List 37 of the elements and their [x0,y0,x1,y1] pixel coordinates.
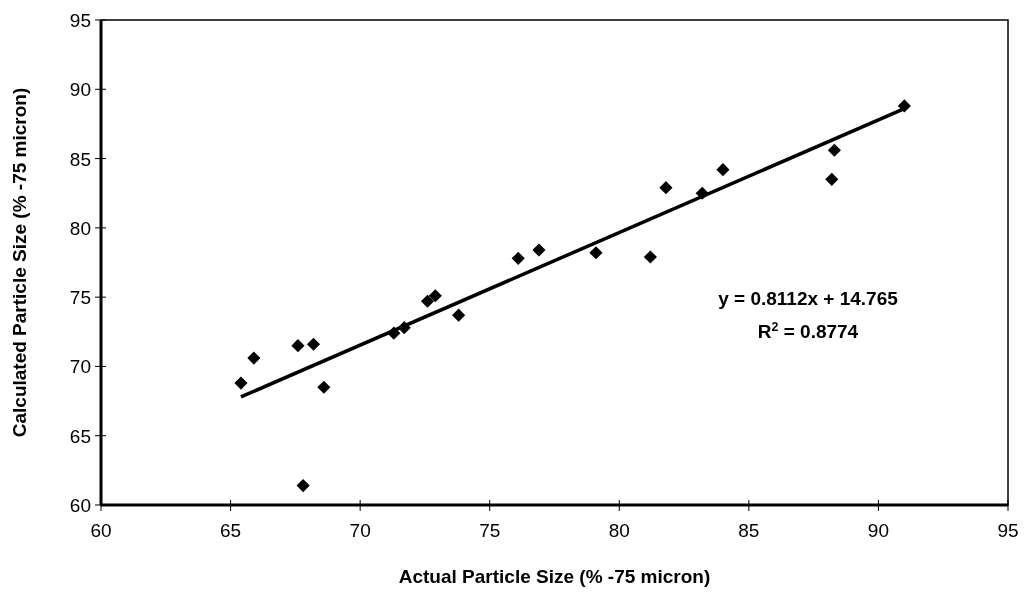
point [452,308,466,322]
point [643,250,657,264]
x-tick-label: 90 [867,520,889,541]
x-tick-label: 60 [90,520,112,541]
x-tick-label: 65 [220,520,242,541]
x-tick-label: 75 [479,520,501,541]
point [291,339,305,353]
point [296,479,310,493]
point [428,289,442,303]
point [825,172,839,186]
point [247,351,261,365]
point [532,243,546,257]
annotation: y = 0.8112x + 14.765 [718,288,899,309]
point [306,337,321,351]
x-tick-label: 95 [997,520,1019,541]
x-tick-label: 70 [349,520,371,541]
y-tick-label: 75 [69,287,91,309]
y-tick-label: 80 [69,217,91,239]
point [234,376,248,390]
point [716,163,730,177]
y-axis-title: Calculated Particle Size (% -75 micron) [9,87,30,438]
point [420,294,435,308]
point [827,143,841,157]
y-tick-label: 85 [69,148,91,170]
point [511,251,525,265]
point [589,246,603,260]
point [659,181,673,195]
x-tick-label: 85 [738,520,760,541]
y-tick-label: 60 [69,495,91,516]
annotation: R$^{2}$ = 0.8774 [757,320,859,342]
x-axis-title: Actual Particle Size (% -75 micron) [398,566,711,587]
y-tick-label: 65 [69,425,91,447]
x-tick-label: 80 [608,520,630,541]
y-tick-label: 90 [69,79,91,101]
point [317,380,331,394]
y-tick-label: 95 [69,10,91,31]
y-tick-label: 70 [69,356,91,378]
